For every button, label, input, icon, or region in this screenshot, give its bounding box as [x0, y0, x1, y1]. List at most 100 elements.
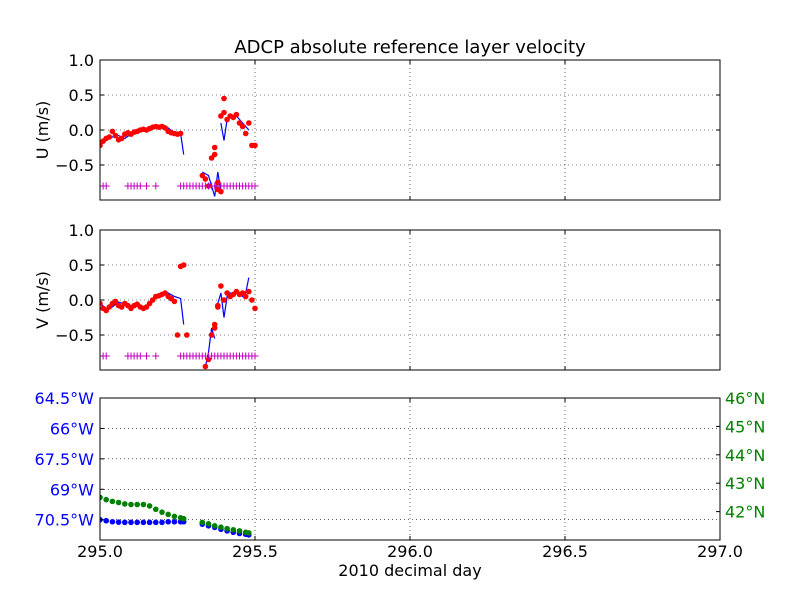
data-point — [246, 530, 252, 536]
data-point — [221, 95, 227, 102]
data-point — [208, 332, 215, 338]
flag-marker — [102, 352, 110, 360]
data-point — [218, 524, 224, 531]
data-point — [218, 283, 224, 289]
data-point — [128, 519, 134, 526]
y-tick-label: 0.0 — [69, 121, 94, 140]
flag-marker — [251, 352, 259, 360]
panel-v: 1.0 0.5 0.0 −0.5V (m/s) — [33, 221, 721, 371]
data-point — [103, 496, 109, 503]
y-tick-label: 0.5 — [69, 256, 94, 275]
y-tick-label-lon: 70.5°W — [35, 511, 95, 530]
data-point — [103, 517, 109, 524]
y-tick-label-lat: 42°N — [725, 503, 765, 522]
data-point — [211, 144, 218, 151]
data-point — [159, 509, 165, 515]
flag-marker — [136, 182, 144, 190]
data-layer — [100, 95, 259, 197]
flag-marker — [152, 182, 160, 190]
data-point — [242, 130, 249, 137]
data-point — [233, 111, 240, 118]
panel-u: 1.0 0.5 0.0 −0.5U (m/s) — [33, 51, 721, 201]
flag-marker — [102, 182, 110, 190]
y-tick-label: 0.5 — [69, 86, 94, 105]
data-point — [122, 501, 128, 507]
y-tick-label: 0.0 — [69, 291, 94, 310]
data-point — [115, 519, 122, 525]
flag-marker — [136, 352, 144, 360]
data-point — [159, 519, 165, 526]
x-tick-label: 296.5 — [542, 542, 588, 561]
x-tick-label: 295.0 — [77, 542, 123, 561]
panels: 1.00.50.0−0.5U (m/s)1.00.50.0−0.5V (m/s)… — [33, 51, 765, 580]
data-point — [109, 498, 116, 505]
data-layer — [100, 262, 259, 370]
series-line — [202, 171, 222, 197]
data-point — [128, 501, 134, 508]
data-point — [246, 288, 252, 295]
data-point — [230, 526, 237, 533]
panel-position: 64.5°W 66°W 67.5°W 69°W 70.5°W 46°N 45°N 44°N 43… — [35, 389, 766, 580]
data-point — [252, 305, 258, 312]
data-point — [221, 109, 227, 116]
data-point — [218, 188, 224, 195]
y-tick-label: −0.5 — [55, 156, 94, 175]
data-point — [249, 297, 255, 303]
data-point — [174, 332, 181, 338]
flag-marker — [152, 352, 160, 360]
x-tick-label: 295.5 — [232, 542, 278, 561]
data-point — [202, 363, 209, 370]
data-point — [221, 297, 227, 303]
data-point — [112, 132, 119, 139]
data-point — [140, 519, 147, 526]
data-point — [134, 519, 140, 526]
data-point — [205, 521, 212, 527]
y-tick-label-lon: 64.5°W — [35, 389, 95, 408]
y-tick-label-lon: 67.5°W — [35, 450, 95, 469]
data-point — [224, 525, 230, 532]
flag-marker — [143, 182, 150, 190]
data-point — [180, 515, 187, 522]
data-point — [100, 142, 103, 149]
y-tick-label: −0.5 — [55, 326, 94, 345]
grid — [100, 230, 720, 370]
data-point — [106, 134, 113, 140]
y-axis-label: U (m/s) — [33, 101, 52, 160]
y-tick-label-lon: 66°W — [50, 419, 94, 438]
data-point — [134, 501, 140, 508]
data-point — [239, 123, 246, 130]
x-tick-label: 296.0 — [387, 542, 433, 561]
data-point — [199, 519, 206, 526]
data-point — [165, 518, 171, 525]
data-point — [252, 142, 258, 149]
data-layer — [100, 494, 252, 538]
y-tick-label-lat: 46°N — [725, 389, 765, 408]
x-axis-label: 2010 decimal day — [338, 561, 481, 580]
y-tick-label-lat: 45°N — [725, 417, 765, 436]
y-tick-label-lat: 43°N — [725, 474, 765, 493]
data-point — [246, 120, 252, 126]
data-point — [112, 298, 119, 305]
y-tick-label: 1.0 — [69, 51, 94, 70]
data-point — [140, 501, 147, 508]
data-point — [202, 176, 209, 182]
data-point — [109, 128, 116, 135]
data-point — [109, 518, 116, 525]
data-point — [211, 523, 218, 529]
data-point — [211, 325, 218, 331]
data-point — [236, 528, 243, 534]
data-point — [146, 503, 153, 509]
y-axis-label: V (m/s) — [33, 271, 52, 329]
flag-marker — [143, 352, 150, 360]
x-tick-label: 297.0 — [697, 542, 743, 561]
grid — [100, 398, 720, 540]
grid — [100, 60, 720, 200]
data-point — [184, 332, 190, 338]
data-point — [242, 293, 249, 300]
y-tick-label-lat: 44°N — [725, 446, 765, 465]
y-tick-label-lon: 69°W — [50, 480, 94, 499]
data-point — [146, 519, 153, 526]
data-point — [118, 135, 125, 142]
y-tick-label: 1.0 — [69, 221, 94, 240]
